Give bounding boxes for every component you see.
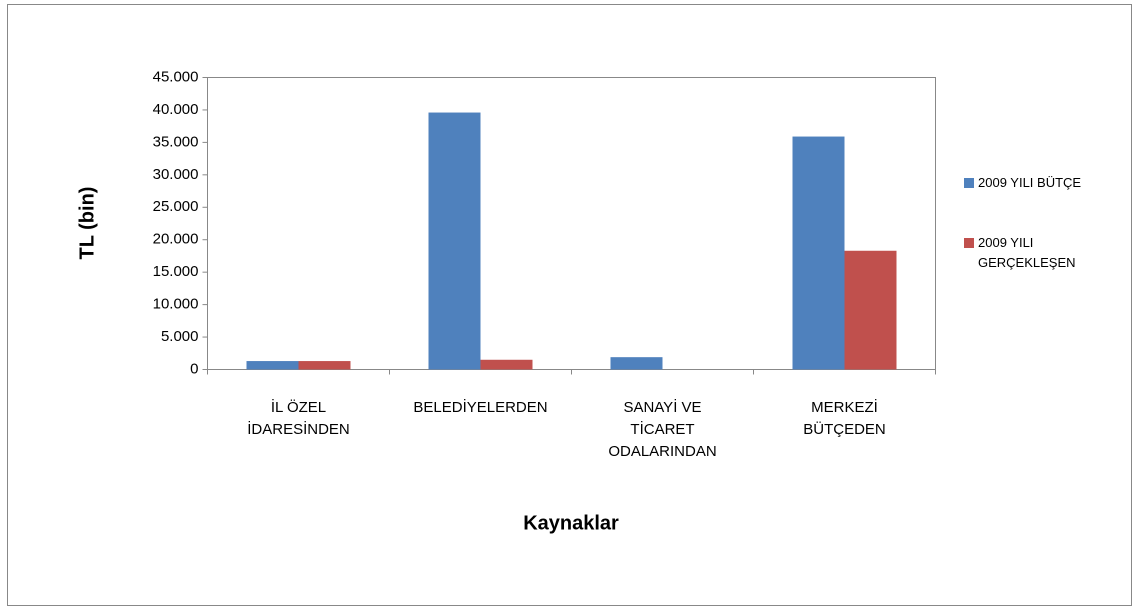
bar (428, 112, 481, 370)
y-tick-label: 15.000 (153, 263, 199, 280)
y-tick-label: 0 (190, 360, 198, 377)
x-tick-text: BELEDİYELERDEN (413, 399, 548, 416)
x-tick-text: MERKEZİ BÜTÇEDEN (803, 399, 886, 438)
y-tick-label: 40.000 (153, 101, 199, 118)
y-tick-label: 35.000 (153, 133, 199, 150)
x-tick-text: SANAYİ VE TİCARET ODALARINDAN (608, 399, 717, 460)
y-tick-label: 20.000 (153, 231, 199, 248)
y-axis-title: TL (bin) (76, 187, 98, 260)
y-tick-label: 30.000 (153, 166, 199, 183)
y-tick-label: 10.000 (153, 296, 199, 313)
y-tick-label: 45.000 (153, 68, 199, 85)
legend-label: 2009 YILI BÜTÇE (978, 175, 1082, 190)
bar (298, 361, 351, 370)
y-tick-label: 5.000 (161, 328, 199, 345)
x-axis-title: Kaynaklar (523, 512, 619, 534)
bar (480, 359, 533, 370)
x-tick-label: MERKEZİ BÜTÇEDEN (754, 397, 936, 441)
x-tick-label: SANAYİ VE TİCARET ODALARINDAN (572, 397, 754, 463)
x-tick-label: İL ÖZEL İDARESİNDEN (208, 397, 390, 441)
legend-swatch (964, 178, 974, 188)
bar (610, 357, 663, 370)
bar (792, 136, 845, 370)
legend-swatch (964, 238, 974, 248)
x-tick-label: BELEDİYELERDEN (390, 397, 572, 419)
bar (246, 361, 299, 370)
legend-label: 2009 YILI GERÇEKLEŞEN (978, 235, 1076, 270)
y-tick-label: 25.000 (153, 198, 199, 215)
bar (844, 250, 897, 370)
x-tick-text: İL ÖZEL İDARESİNDEN (247, 399, 350, 438)
chart-border (7, 4, 1132, 606)
